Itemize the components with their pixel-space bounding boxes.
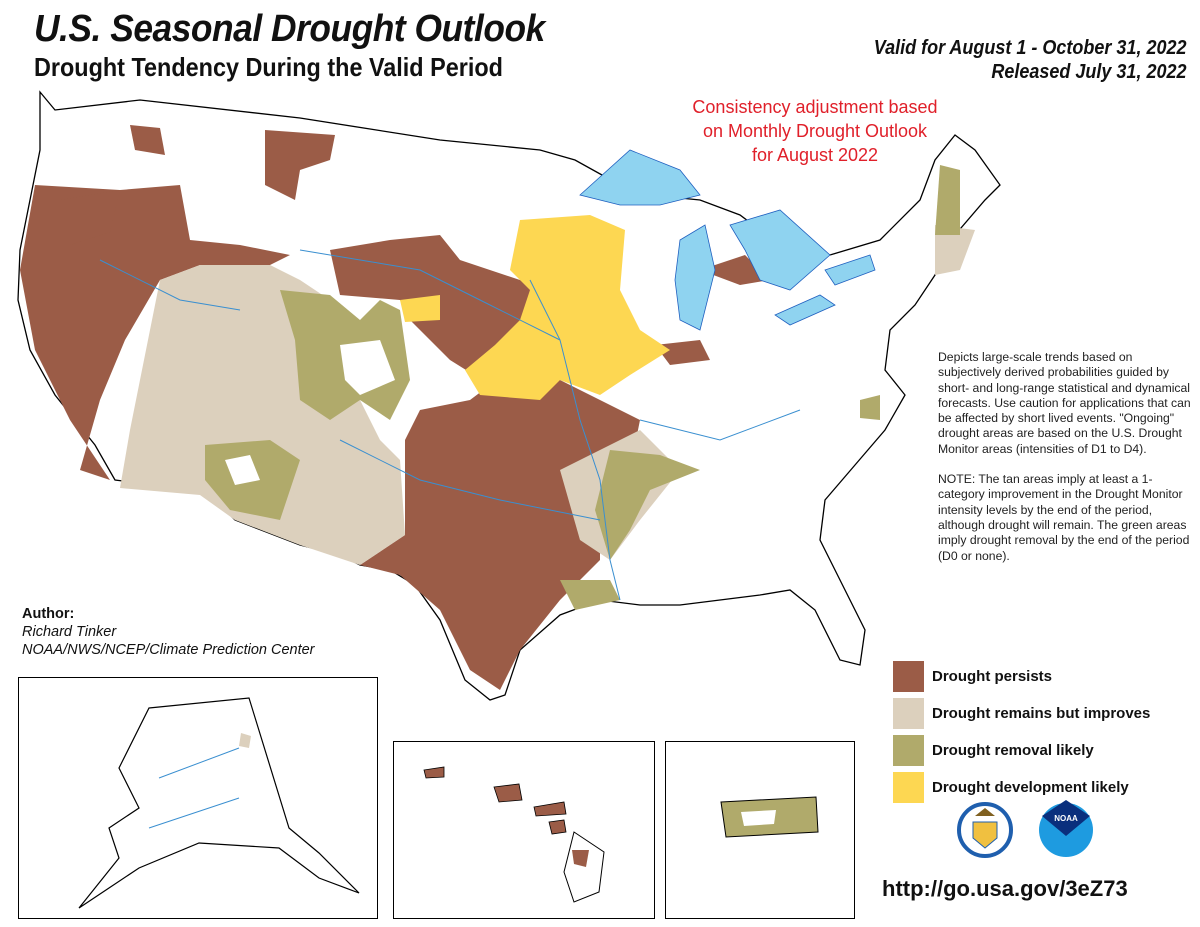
legend-item-improves: Drought remains but improves	[893, 695, 1150, 732]
description: Depicts large-scale trends based on subj…	[938, 350, 1198, 579]
legend-label: Drought remains but improves	[932, 705, 1151, 722]
legend-label: Drought removal likely	[932, 742, 1094, 759]
no-drought-areas	[225, 340, 395, 485]
hawaii-inset	[393, 741, 655, 919]
consistency-note: Consistency adjustment based on Monthly …	[692, 97, 938, 165]
valid-period: Valid for August 1 - October 31, 2022 Re…	[873, 36, 1186, 84]
puerto-rico-inset	[665, 741, 855, 919]
drought-persists-regions	[20, 125, 770, 690]
legend-label: Drought development likely	[932, 779, 1129, 796]
legend: Drought persists Drought remains but imp…	[893, 658, 1150, 806]
legend-item-removal: Drought removal likely	[893, 732, 1150, 769]
alaska-inset	[18, 677, 378, 919]
info-url[interactable]: http://go.usa.gov/3eZ73	[882, 876, 1128, 901]
puerto-rico-map	[720, 796, 819, 838]
released-text: Released July 31, 2022	[990, 61, 1186, 83]
great-lakes	[579, 149, 876, 331]
legend-swatch	[893, 735, 924, 766]
author-label: Author:	[22, 606, 75, 622]
map-title: U.S. Seasonal Drought Outlook	[34, 8, 545, 50]
author-block: Author: Richard Tinker NOAA/NWS/NCEP/Cli…	[22, 605, 315, 659]
map-subtitle: Drought Tendency During the Valid Period	[34, 52, 503, 82]
legend-label: Drought persists	[932, 668, 1053, 685]
note-paragraph: NOTE: The tan areas imply at least a 1-c…	[938, 472, 1190, 563]
rivers	[99, 249, 801, 601]
author-name: Richard Tinker	[22, 624, 117, 640]
hawaii-map	[423, 766, 605, 903]
legend-swatch	[893, 698, 924, 729]
alaska-map	[78, 697, 360, 909]
legend-item-development: Drought development likely	[893, 769, 1150, 806]
author-org: NOAA/NWS/NCEP/Climate Prediction Center	[22, 642, 315, 658]
valid-for-text: Valid for August 1 - October 31, 2022	[873, 37, 1186, 59]
legend-swatch	[893, 661, 924, 692]
description-paragraph: Depicts large-scale trends based on subj…	[938, 350, 1191, 456]
legend-swatch	[893, 772, 924, 803]
drought-development-regions	[400, 215, 670, 400]
legend-item-persists: Drought persists	[893, 658, 1150, 695]
